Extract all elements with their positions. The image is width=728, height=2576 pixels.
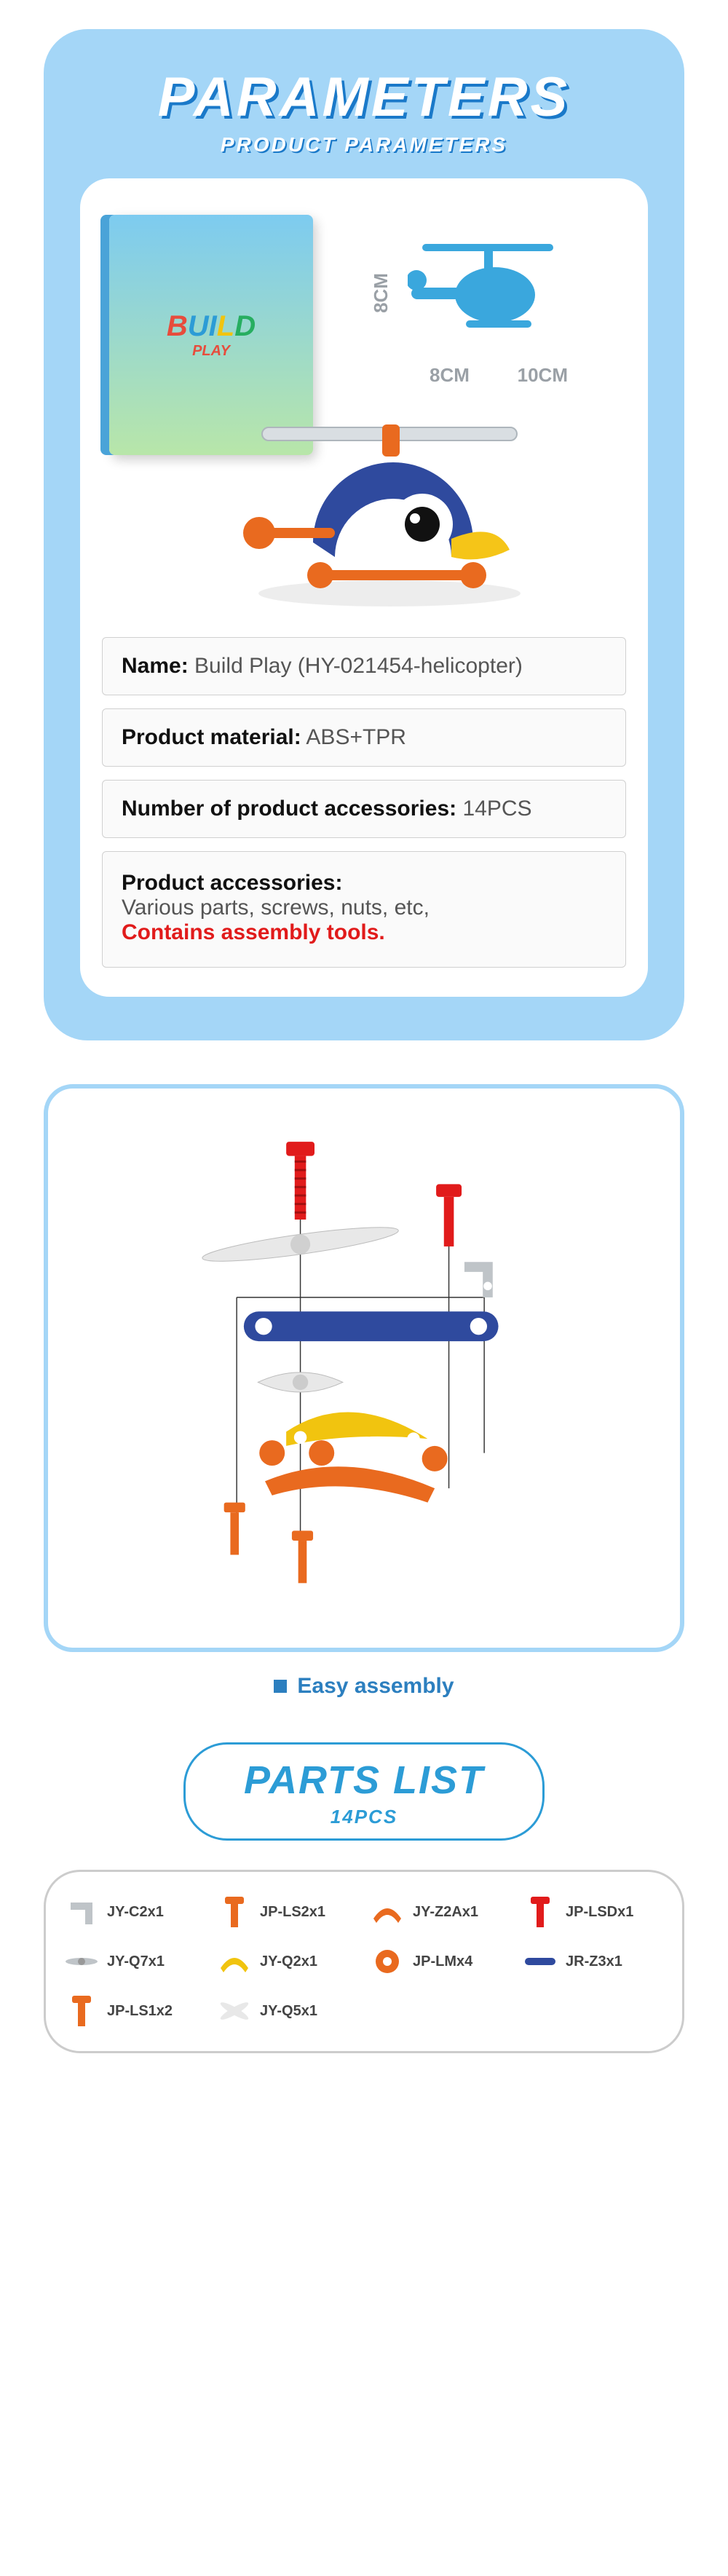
part-icon <box>63 1943 100 1980</box>
spec-value: Build Play (HY-021454-helicopter) <box>194 654 523 678</box>
part-cell: JY-Q2x1 <box>216 1943 359 1980</box>
exploded-caption-text: Easy assembly <box>297 1674 454 1699</box>
exploded-view-image <box>116 1121 612 1616</box>
parts-list-card: PARTS LIST 14PCS JY-C2x1 JP-LS2x1 JY-Z2Ax1… <box>44 1742 684 2053</box>
parts-grid-box: JY-C2x1 JP-LS2x1 JY-Z2Ax1 JP-LSDx1 JY-Q7x1 JY… <box>44 1870 684 2053</box>
helicopter-silhouette-icon <box>408 222 568 339</box>
spec-label: Product material: <box>122 725 301 749</box>
part-cell: JP-LS1x2 <box>63 1993 206 2029</box>
dimension-height: 8CM <box>370 273 392 313</box>
parts-grid: JY-C2x1 JP-LS2x1 JY-Z2Ax1 JP-LSDx1 JY-Q7x1 JY… <box>63 1894 665 2029</box>
part-icon <box>369 1894 405 1930</box>
spec-row-count: Number of product accessories: 14PCS <box>102 780 626 838</box>
parts-list-badge: PARTS LIST 14PCS <box>183 1742 545 1841</box>
part-cell: JY-Z2Ax1 <box>369 1894 512 1930</box>
part-code: JY-Q5x1 <box>260 2003 317 2020</box>
helicopter-toy-image <box>233 411 546 608</box>
part-code: JR-Z3x1 <box>566 1953 622 1970</box>
spec-label: Number of product accessories: <box>122 797 456 821</box>
spec-rows: Name: Build Play (HY-021454-helicopter) … <box>102 637 626 968</box>
spec-label: Name: <box>122 654 189 678</box>
logo-letter: L <box>217 310 234 342</box>
exploded-caption: Easy assembly <box>274 1674 454 1699</box>
parts-list-title: PARTS LIST <box>244 1758 484 1803</box>
dimension-length: 10CM <box>518 364 568 387</box>
part-code: JP-LMx4 <box>413 1953 472 1970</box>
exploded-card: Easy assembly <box>44 1084 684 1699</box>
product-visual-area: BUILD PLAY <box>102 208 626 615</box>
part-icon <box>63 1993 100 2029</box>
part-cell: JP-LSDx1 <box>522 1894 665 1930</box>
part-code: JP-LS1x2 <box>107 2003 173 2020</box>
part-cell: JY-C2x1 <box>63 1894 206 1930</box>
part-icon <box>63 1894 100 1930</box>
box-logo: BUILD <box>167 310 256 343</box>
part-code: JP-LS2x1 <box>260 1904 325 1921</box>
dimension-width: 8CM <box>430 364 470 387</box>
spec-label: Product accessories: <box>122 871 342 895</box>
parts-list-subtitle: 14PCS <box>244 1806 484 1828</box>
part-code: JY-C2x1 <box>107 1904 164 1921</box>
logo-letter: B <box>167 310 188 342</box>
part-icon <box>369 1943 405 1980</box>
part-icon <box>216 1894 253 1930</box>
spec-value: ABS+TPR <box>306 725 406 749</box>
logo-letter: D <box>234 310 256 342</box>
spec-row-name: Name: Build Play (HY-021454-helicopter) <box>102 637 626 695</box>
spec-row-accessories: Product accessories: Various parts, scre… <box>102 851 626 968</box>
part-code: JP-LSDx1 <box>566 1904 633 1921</box>
parameters-card: PARAMETERS PRODUCT PARAMETERS BUILD PLAY <box>44 29 684 1040</box>
part-code: JY-Z2Ax1 <box>413 1904 478 1921</box>
parameters-body: BUILD PLAY <box>80 178 648 997</box>
part-cell: JP-LS2x1 <box>216 1894 359 1930</box>
dimension-diagram: 8CM 8CM 10CM <box>364 222 597 382</box>
spec-value: 14PCS <box>462 797 531 821</box>
part-cell: JY-Q7x1 <box>63 1943 206 1980</box>
logo-letter: U <box>188 310 209 342</box>
part-cell: JP-LMx4 <box>369 1943 512 1980</box>
exploded-view-frame <box>44 1084 684 1652</box>
part-icon <box>522 1894 558 1930</box>
part-icon <box>216 1993 253 2029</box>
spec-value: Various parts, screws, nuts, etc, <box>122 896 430 920</box>
box-logo-sub: PLAY <box>167 343 256 360</box>
bullet-square-icon <box>274 1680 287 1693</box>
part-cell: JR-Z3x1 <box>522 1943 665 1980</box>
part-cell: JY-Q5x1 <box>216 1993 359 2029</box>
parameters-title: PARAMETERS <box>158 66 570 129</box>
spec-row-material: Product material: ABS+TPR <box>102 708 626 767</box>
part-icon <box>216 1943 253 1980</box>
part-icon <box>522 1943 558 1980</box>
logo-letter: I <box>209 310 217 342</box>
parameters-subtitle: PRODUCT PARAMETERS <box>221 133 507 157</box>
part-code: JY-Q7x1 <box>107 1953 165 1970</box>
spec-highlight: Contains assembly tools. <box>122 920 385 944</box>
part-code: JY-Q2x1 <box>260 1953 317 1970</box>
